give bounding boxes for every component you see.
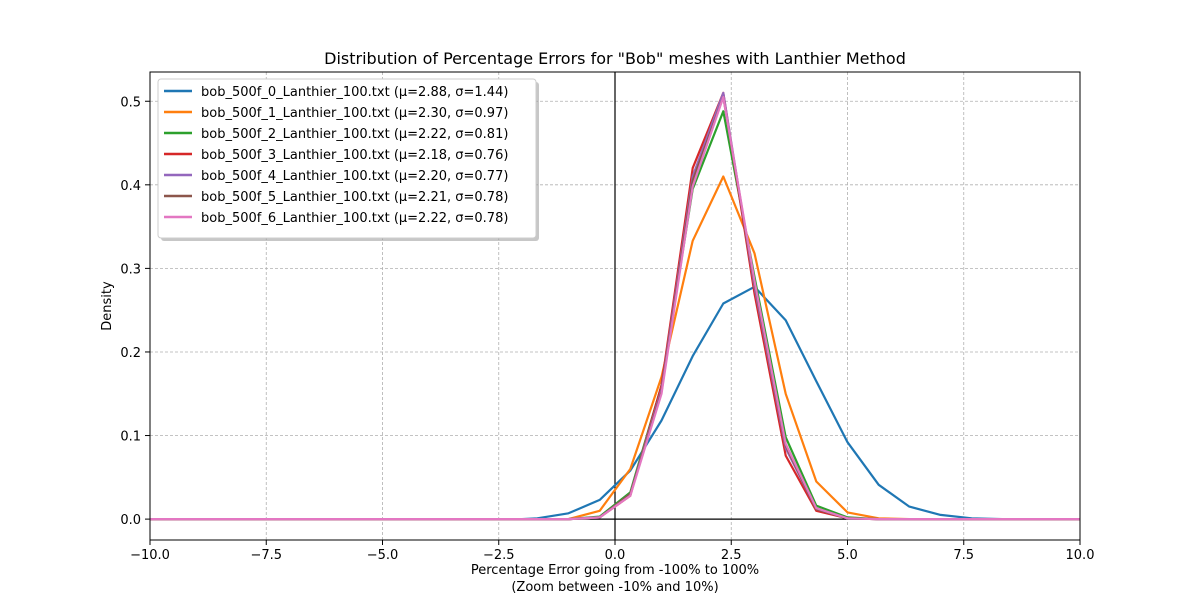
- legend-label-1: bob_500f_1_Lanthier_100.txt (μ=2.30, σ=0…: [201, 106, 508, 121]
- x-tick-label: −7.5: [250, 548, 282, 563]
- legend-label-3: bob_500f_3_Lanthier_100.txt (μ=2.18, σ=0…: [201, 148, 508, 163]
- y-ticks: 0.0 0.1 0.2 0.3 0.4 0.5: [120, 95, 150, 528]
- x-tick-label: 0.0: [605, 548, 626, 563]
- x-tick-label: −5.0: [367, 548, 399, 563]
- series-lines: [150, 91, 1080, 521]
- y-tick-label: 0.1: [120, 430, 141, 445]
- legend-label-4: bob_500f_4_Lanthier_100.txt (μ=2.20, σ=0…: [201, 169, 508, 184]
- y-tick-label: 0.4: [120, 179, 141, 194]
- legend-label-6: bob_500f_6_Lanthier_100.txt (μ=2.22, σ=0…: [201, 211, 508, 226]
- x-axis-label: Percentage Error going from -100% to 100…: [471, 563, 759, 578]
- x-tick-label: −10.0: [130, 548, 170, 563]
- y-axis-label: Density: [100, 281, 115, 331]
- y-tick-label: 0.0: [120, 513, 141, 528]
- y-tick-label: 0.3: [120, 262, 141, 277]
- y-tick-label: 0.5: [120, 95, 141, 110]
- series-line-6: [150, 96, 1080, 521]
- legend-label-2: bob_500f_2_Lanthier_100.txt (μ=2.22, σ=0…: [201, 127, 508, 142]
- legend-box: [157, 78, 537, 239]
- legend-label-5: bob_500f_5_Lanthier_100.txt (μ=2.21, σ=0…: [201, 190, 508, 205]
- legend-label-0: bob_500f_0_Lanthier_100.txt (μ=2.88, σ=1…: [201, 85, 508, 100]
- legend: bob_500f_0_Lanthier_100.txt (μ=2.88, σ=1…: [157, 78, 539, 241]
- x-axis-sublabel: (Zoom between -10% and 10%): [511, 580, 718, 595]
- y-tick-label: 0.2: [120, 346, 141, 361]
- x-tick-label: 2.5: [721, 548, 742, 563]
- chart-title: Distribution of Percentage Errors for "B…: [324, 49, 906, 68]
- x-tick-label: −2.5: [483, 548, 515, 563]
- x-tick-label: 5.0: [837, 548, 858, 563]
- x-tick-label: 10.0: [1066, 548, 1095, 563]
- x-ticks: −10.0 −7.5 −5.0 −2.5 0.0 2.5 5.0 7.5 10.0: [130, 540, 1094, 563]
- x-tick-label: 7.5: [953, 548, 974, 563]
